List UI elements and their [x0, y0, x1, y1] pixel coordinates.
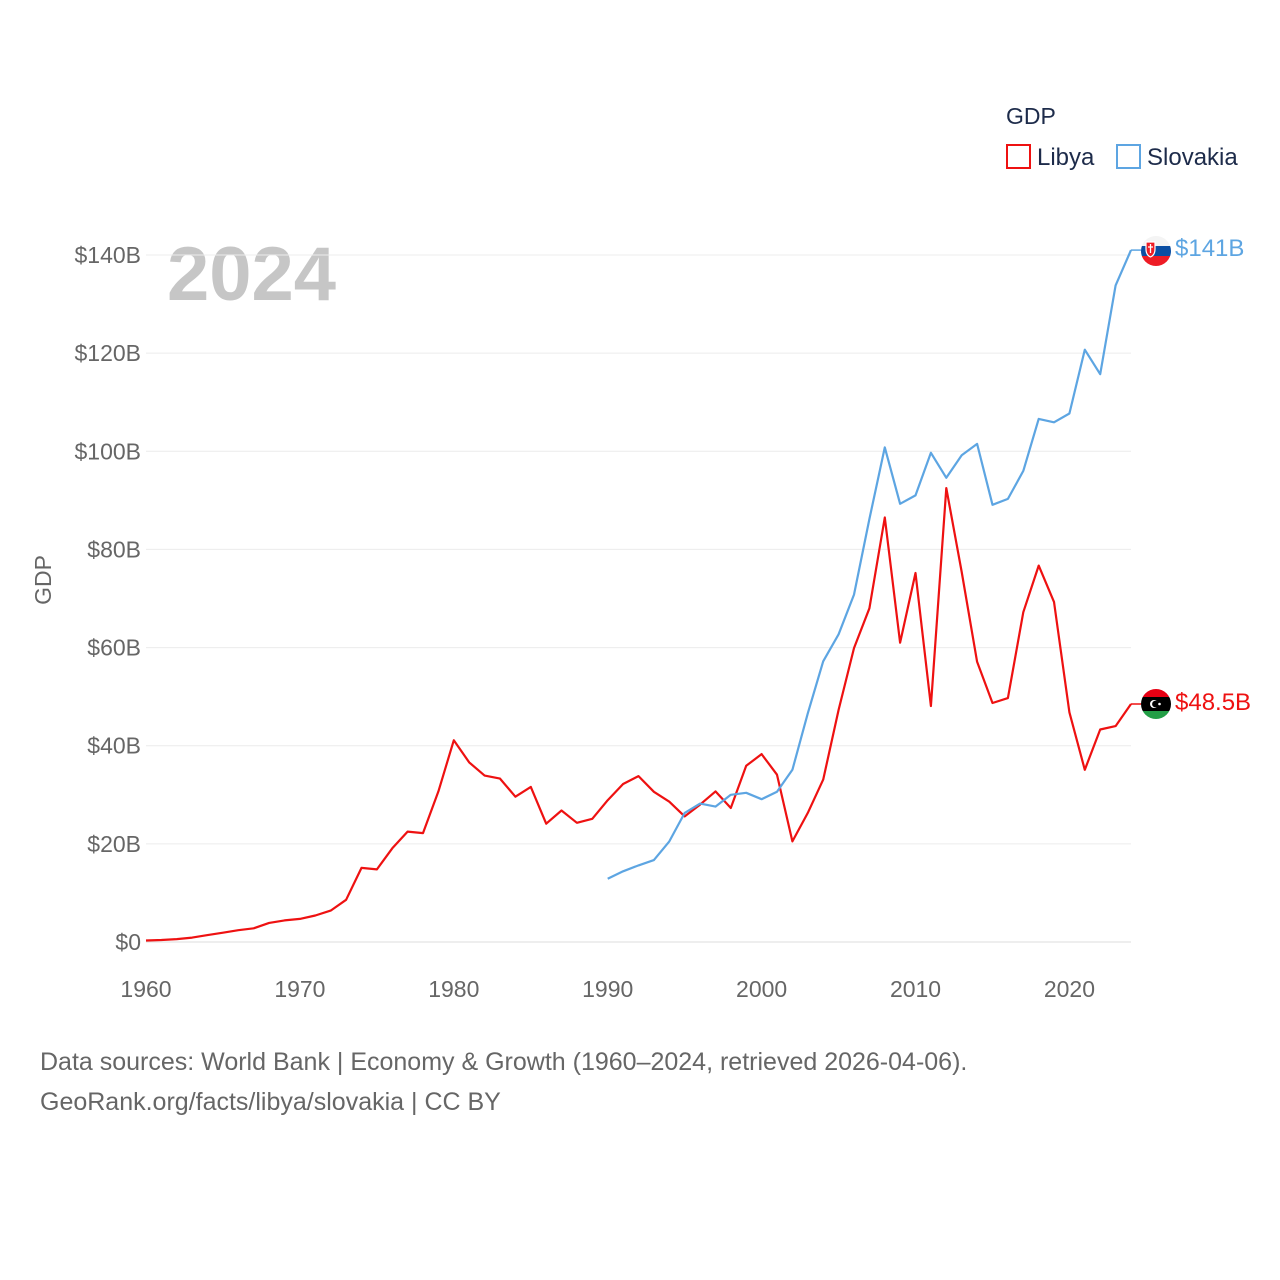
- data-source-footer: Data sources: World Bank | Economy & Gro…: [40, 1042, 967, 1122]
- y-axis-title: GDP: [30, 555, 56, 605]
- y-tick-label: $100B: [74, 438, 141, 464]
- y-tick-label: $40B: [87, 733, 141, 759]
- attribution-line: GeoRank.org/facts/libya/slovakia | CC BY: [40, 1088, 501, 1116]
- gdp-line-chart: GDP Libya Slovakia 2024 GDP $0 $20B $40B $6…: [30, 103, 1251, 1002]
- y-tick-label: $140B: [74, 242, 141, 268]
- legend-swatch-slovakia: [1116, 144, 1141, 169]
- end-label-slovakia: $141B: [1175, 235, 1244, 262]
- series-line-libya[interactable]: [145, 487, 1132, 942]
- legend-item-libya[interactable]: Libya: [1006, 144, 1095, 171]
- x-axis-ticks: 1960 1970 1980 1990 2000 2010 2020: [120, 976, 1095, 1002]
- libya-flag-icon: [1141, 689, 1171, 719]
- y-tick-label: $0: [115, 929, 141, 955]
- x-tick-label: 2010: [890, 976, 941, 1002]
- end-label-libya: $48.5B: [1175, 689, 1251, 716]
- x-tick-label: 1990: [582, 976, 633, 1002]
- y-tick-label: $60B: [87, 635, 141, 661]
- legend-label-libya: Libya: [1037, 144, 1095, 171]
- x-tick-label: 1970: [274, 976, 325, 1002]
- x-tick-label: 2000: [736, 976, 787, 1002]
- slovakia-flag-icon: [1141, 236, 1171, 266]
- legend-item-slovakia[interactable]: Slovakia: [1116, 144, 1238, 171]
- source-line: Data sources: World Bank | Economy & Gro…: [40, 1048, 968, 1076]
- x-tick-label: 1960: [120, 976, 171, 1002]
- series-lines: [145, 249, 1141, 942]
- y-tick-label: $80B: [87, 536, 141, 562]
- legend-label-slovakia: Slovakia: [1147, 144, 1238, 171]
- year-label: 2024: [167, 232, 336, 317]
- gridlines: [146, 254, 1131, 943]
- series-line-slovakia[interactable]: [607, 249, 1133, 880]
- legend-swatch-libya: [1006, 144, 1031, 169]
- x-tick-label: 2020: [1044, 976, 1095, 1002]
- y-axis-ticks: $0 $20B $40B $60B $80B $100B $120B $140B: [74, 242, 141, 955]
- y-tick-label: $20B: [87, 831, 141, 857]
- x-tick-label: 1980: [428, 976, 479, 1002]
- legend-title: GDP: [1006, 103, 1056, 129]
- y-tick-label: $120B: [74, 340, 141, 366]
